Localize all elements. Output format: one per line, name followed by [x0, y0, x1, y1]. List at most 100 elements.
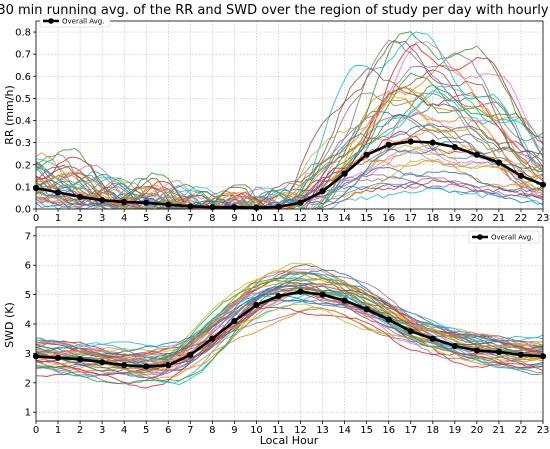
rr-daily-line — [35, 72, 544, 210]
swd-average-point — [407, 328, 414, 335]
rr-ytick-label: 0.6 — [15, 72, 31, 83]
x-axis-label: Local Hour — [260, 434, 319, 447]
swd-ytick-label: 2 — [25, 378, 31, 389]
rr-xtick-label: 12 — [294, 213, 307, 224]
rr-daily-line — [35, 92, 544, 210]
swd-average-point — [297, 288, 304, 295]
rr-xtick-label: 17 — [404, 213, 417, 224]
swd-xtick-label: 0 — [33, 425, 39, 436]
rr-average-point — [385, 141, 392, 148]
rr-legend-label: Overall Avg. — [62, 18, 104, 26]
rr-ytick-label: 0.0 — [15, 205, 31, 216]
rr-legend-box — [39, 14, 111, 28]
swd-daily-line — [35, 270, 544, 360]
swd-daily-line — [35, 303, 544, 374]
swd-ytick-label: 5 — [25, 290, 31, 301]
swd-xtick-label: 16 — [382, 425, 395, 436]
swd-daily-line — [35, 284, 544, 372]
swd-average-point — [143, 363, 150, 370]
rr-average-point — [99, 197, 106, 204]
rr-xtick-label: 8 — [209, 213, 215, 224]
rr-daily-line — [35, 96, 544, 210]
rr-xtick-label: 11 — [272, 213, 285, 224]
rr-ylabel: RR (mm/h) — [3, 85, 16, 144]
rr-average-point — [407, 138, 414, 145]
swd-xtick-label: 2 — [77, 425, 83, 436]
rr-average-point — [319, 188, 326, 195]
swd-daily-line — [35, 291, 544, 349]
rr-xtick-label: 9 — [231, 213, 237, 224]
swd-average-point — [319, 291, 326, 298]
swd-ytick-label: 1 — [25, 408, 31, 419]
rr-xtick-label: 23 — [537, 213, 550, 224]
rr-average-point — [451, 143, 458, 151]
swd-daily-line — [35, 278, 544, 354]
rr-xtick-label: 1 — [55, 213, 61, 224]
rr-average-point — [165, 201, 172, 208]
rr-average-point — [473, 151, 480, 158]
swd-daily-lines — [35, 262, 544, 389]
swd-xtick-label: 5 — [143, 425, 149, 436]
rr-legend: Overall Avg. — [39, 14, 111, 28]
swd-legend: Overall Avg. — [468, 230, 540, 244]
rr-daily-line — [35, 84, 544, 210]
swd-xtick-label: 6 — [165, 425, 171, 436]
swd-average-point — [99, 359, 106, 366]
swd-average-point — [429, 335, 436, 342]
swd-legend-label: Overall Avg. — [491, 234, 533, 242]
rr-ytick-label: 0.5 — [15, 94, 31, 105]
swd-xtick-label: 19 — [448, 425, 461, 436]
swd-xtick-label: 8 — [209, 425, 215, 436]
rr-panel: 0 1 2 3 4 5 6 7 8 9 10 11 12 13 14 15 16 17 18 19 20 21 22 23 0… — [3, 14, 550, 224]
swd-average-point — [54, 354, 62, 361]
rr-xtick-label: 7 — [187, 213, 193, 224]
swd-average-point — [451, 342, 458, 350]
swd-xtick-label: 4 — [121, 425, 127, 436]
swd-xtick-label: 17 — [404, 425, 417, 436]
rr-average-series — [32, 138, 547, 211]
rr-xtick-label: 3 — [99, 213, 105, 224]
swd-average-point — [209, 335, 216, 342]
swd-daily-line — [35, 292, 544, 368]
swd-average-line — [35, 290, 544, 368]
swd-xtick-label: 14 — [338, 425, 351, 436]
swd-average-point — [363, 306, 370, 313]
swd-average-point — [187, 351, 194, 358]
swd-legend-marker — [477, 234, 483, 240]
rr-x-ticks: 0 1 2 3 4 5 6 7 8 9 10 11 12 13 14 15 16 17 18 19 20 21 22 23 — [33, 209, 550, 224]
rr-ytick-label: 0.4 — [15, 116, 31, 127]
rr-xtick-label: 15 — [360, 213, 373, 224]
swd-average-point — [517, 351, 525, 358]
swd-xtick-label: 1 — [55, 425, 61, 436]
swd-daily-line — [35, 270, 544, 359]
rr-daily-line — [35, 39, 544, 210]
rr-average-point — [76, 193, 84, 200]
swd-daily-line — [35, 291, 544, 364]
rr-average-point — [275, 203, 282, 210]
swd-xtick-label: 7 — [187, 425, 193, 436]
rr-xtick-label: 6 — [165, 213, 171, 224]
rr-xtick-label: 2 — [77, 213, 83, 224]
rr-average-line — [35, 140, 544, 210]
rr-daily-line — [35, 141, 544, 210]
rr-xtick-label: 14 — [338, 213, 351, 224]
swd-grid — [35, 227, 544, 421]
rr-xtick-label: 22 — [515, 213, 528, 224]
swd-xtick-label: 9 — [231, 425, 237, 436]
rr-xtick-label: 10 — [250, 213, 263, 224]
rr-ytick-label: 0.7 — [15, 50, 31, 61]
swd-ytick-label: 3 — [25, 349, 31, 360]
swd-average-point — [385, 316, 392, 323]
swd-average-point — [76, 356, 84, 363]
rr-daily-line — [35, 31, 544, 210]
swd-xtick-label: 3 — [99, 425, 105, 436]
rr-average-point — [54, 189, 62, 196]
rr-xtick-label: 21 — [493, 213, 506, 224]
swd-average-point — [473, 347, 480, 354]
rr-xtick-label: 20 — [471, 213, 484, 224]
swd-panel: 0 1 2 3 4 5 6 7 8 9 10 11 12 13 14 15 16 17 18 19 20 21 22 23 1… — [3, 226, 549, 447]
rr-ytick-label: 0.2 — [15, 160, 31, 171]
rr-xtick-label: 4 — [121, 213, 127, 224]
rr-average-point — [517, 172, 525, 179]
